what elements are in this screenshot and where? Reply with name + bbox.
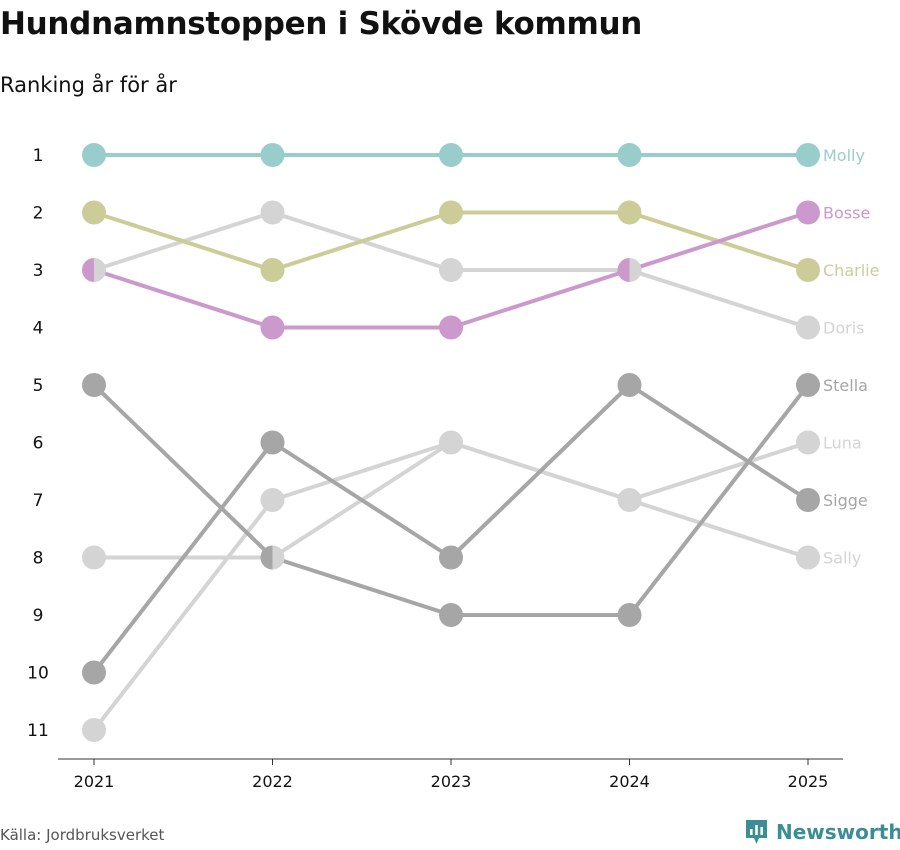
data-point-charlie: [439, 200, 463, 225]
data-point-stella: [617, 603, 642, 627]
x-tick-label: 2025: [788, 772, 829, 791]
brand-logo[interactable]: Newsworthy: [744, 818, 900, 846]
y-tick-label: 11: [27, 721, 49, 741]
data-point-doris: [94, 258, 106, 282]
series-label-bosse: Bosse: [823, 204, 870, 223]
series-line-sally: [92, 440, 810, 560]
y-tick-label: 1: [33, 146, 44, 166]
x-tick-label: 2023: [431, 772, 472, 791]
data-point-sigge: [260, 430, 285, 455]
series-label-charlie: Charlie: [823, 261, 879, 280]
data-point-charlie: [617, 200, 642, 225]
data-point-sally: [272, 545, 285, 570]
bar-chart-icon: [746, 820, 767, 844]
data-point-sally: [451, 430, 464, 455]
series-label-sigge: Sigge: [823, 491, 868, 510]
data-point-sally: [629, 488, 642, 512]
data-point-bosse: [82, 258, 94, 282]
series-label-molly: Molly: [823, 146, 865, 165]
data-point-doris: [439, 258, 463, 282]
data-point-stella: [439, 603, 463, 627]
series-line-stella: [92, 383, 810, 617]
series-line-sigge: [92, 383, 810, 675]
y-tick-label: 9: [33, 606, 44, 626]
data-point-molly: [617, 143, 642, 167]
data-point-doris: [796, 315, 820, 340]
data-point-doris: [629, 258, 642, 282]
y-tick-label: 3: [33, 261, 44, 281]
data-point-luna: [617, 488, 630, 512]
y-tick-label: 2: [33, 204, 44, 224]
data-point-charlie: [260, 258, 285, 282]
x-tick-label: 2022: [252, 772, 293, 791]
data-point-luna: [82, 718, 106, 742]
data-point-luna: [260, 488, 285, 512]
x-tick-label: 2021: [74, 772, 115, 791]
chart-subtitle: Ranking år för år: [0, 73, 177, 97]
data-point-bosse: [439, 315, 463, 340]
data-point-molly: [82, 143, 106, 167]
y-tick-label: 6: [33, 434, 44, 454]
data-point-bosse: [617, 258, 630, 282]
data-point-bosse: [796, 200, 820, 225]
data-point-luna: [796, 430, 820, 455]
series-label-luna: Luna: [823, 434, 862, 453]
data-point-charlie: [796, 258, 820, 282]
series-label-stella: Stella: [823, 376, 868, 395]
data-point-bosse: [260, 315, 285, 340]
data-point-sally: [82, 545, 106, 570]
data-point-luna: [439, 430, 451, 455]
data-point-sigge: [439, 545, 463, 570]
y-tick-label: 10: [27, 664, 49, 684]
data-point-doris: [260, 200, 285, 225]
x-tick-label: 2024: [609, 772, 650, 791]
y-tick-label: 4: [33, 319, 44, 339]
series-label-doris: Doris: [823, 319, 864, 338]
data-point-sigge: [617, 373, 642, 397]
brand-name: Newsworthy: [776, 820, 900, 844]
source-note: Källa: Jordbruksverket: [0, 826, 165, 844]
series-label-sally: Sally: [823, 549, 861, 568]
data-point-stella: [82, 373, 106, 397]
series-line-luna: [92, 440, 810, 732]
data-point-sigge: [82, 660, 106, 685]
chart-title: Hundnamnstoppen i Skövde kommun: [0, 6, 643, 42]
y-tick-label: 8: [33, 549, 44, 569]
y-tick-label: 5: [33, 376, 44, 396]
data-point-molly: [796, 143, 820, 167]
data-point-stella: [260, 545, 273, 570]
data-point-sigge: [796, 488, 820, 512]
data-point-sally: [796, 545, 820, 570]
data-point-molly: [439, 143, 463, 167]
data-point-stella: [796, 373, 820, 397]
y-tick-label: 7: [33, 491, 44, 511]
data-point-charlie: [82, 200, 106, 225]
data-point-molly: [260, 143, 285, 167]
